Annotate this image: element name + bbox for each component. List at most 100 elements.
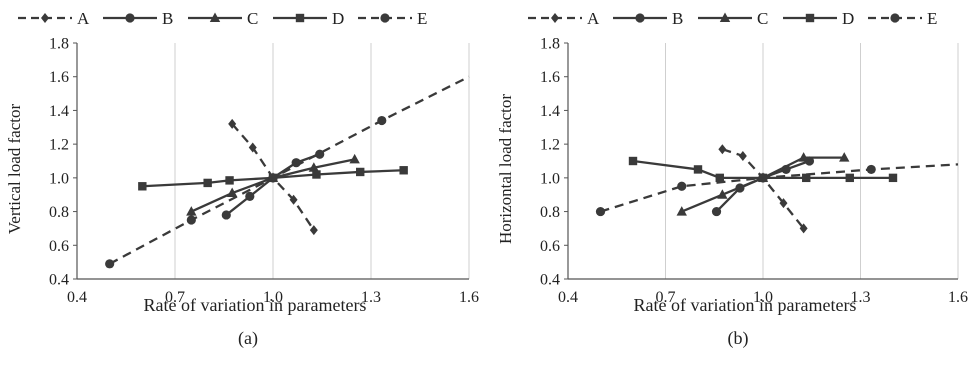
data-point xyxy=(105,259,115,269)
series-line-E xyxy=(109,75,470,265)
y-tick-label: 1.2 xyxy=(49,137,69,154)
series-E xyxy=(595,163,959,217)
data-point xyxy=(221,210,231,220)
legend-label: C xyxy=(247,9,258,28)
chart-panel-a: 0.4 0.6 0.8 1.0 1.2 1.4 1.6 1.8 0.4 0.7 1.0 1.3 1.6 R… xyxy=(5,9,479,349)
legend-marker xyxy=(635,13,645,23)
x-tick-label: 1.0 xyxy=(753,289,773,306)
legend-marker xyxy=(295,13,305,23)
legend-label: D xyxy=(842,9,854,28)
y-axis-label: Horizontal load factor xyxy=(496,94,515,244)
y-tick-label: 1.4 xyxy=(49,103,69,120)
legend-item-E: E xyxy=(868,9,937,28)
legend-item-C: C xyxy=(188,9,258,28)
data-point xyxy=(349,153,360,164)
y-tick-label: 0.8 xyxy=(540,204,560,221)
data-point xyxy=(228,118,237,129)
legend-label: B xyxy=(672,9,683,28)
x-tick-label: 0.7 xyxy=(165,289,185,306)
x-tick-label: 1.0 xyxy=(263,289,283,306)
legend-label: B xyxy=(162,9,173,28)
panel-label: (a) xyxy=(238,328,258,349)
legend-label: E xyxy=(927,9,937,28)
x-tick-label: 0.4 xyxy=(67,289,87,306)
data-point xyxy=(356,167,365,177)
y-tick-label: 1.4 xyxy=(540,103,560,120)
data-point xyxy=(226,187,238,198)
data-point xyxy=(268,173,278,183)
legend-marker xyxy=(551,13,559,23)
data-point xyxy=(309,225,318,236)
data-point xyxy=(248,142,257,153)
series-E xyxy=(105,75,470,269)
y-tick-label: 1.6 xyxy=(540,69,560,86)
data-point xyxy=(888,173,898,183)
data-point xyxy=(289,194,298,205)
data-point xyxy=(839,152,850,162)
data-point xyxy=(738,150,747,161)
data-point xyxy=(693,165,703,174)
data-point xyxy=(203,178,212,188)
legend-item-C: C xyxy=(698,9,768,28)
legend-marker xyxy=(719,12,731,22)
data-point xyxy=(308,162,320,172)
data-point xyxy=(186,215,196,225)
legend-marker xyxy=(125,13,135,23)
data-point xyxy=(138,182,147,191)
data-point xyxy=(225,176,234,185)
data-point xyxy=(377,115,387,126)
legend-label: A xyxy=(77,9,90,28)
x-tick-label: 1.6 xyxy=(948,289,968,306)
y-tick-label: 1.0 xyxy=(49,170,69,187)
legend: A B C D E xyxy=(528,9,937,28)
data-point xyxy=(186,206,197,216)
y-tick-label: 0.6 xyxy=(540,238,560,255)
data-point xyxy=(866,164,876,175)
legend-marker xyxy=(890,13,900,23)
data-point xyxy=(628,156,638,166)
legend-item-B: B xyxy=(613,9,683,28)
legend-item-D: D xyxy=(273,9,344,28)
panel-label: (b) xyxy=(728,328,749,349)
data-point xyxy=(245,191,255,201)
data-point xyxy=(711,206,722,217)
y-tick-label: 1.8 xyxy=(49,36,69,53)
legend: A B C D E xyxy=(18,9,427,28)
legend-label: C xyxy=(757,9,768,28)
legend-label: D xyxy=(332,9,344,28)
y-tick-label: 0.4 xyxy=(540,272,560,289)
legend-item-A: A xyxy=(18,9,90,28)
data-point xyxy=(399,166,408,175)
legend-marker xyxy=(805,13,815,23)
x-axis-label: Rate of variation in parameters xyxy=(144,295,367,315)
legend-label: A xyxy=(587,9,600,28)
y-tick-label: 1.6 xyxy=(49,69,69,86)
data-point xyxy=(312,170,321,179)
y-tick-label: 1.0 xyxy=(540,170,560,187)
y-axis-label: Vertical load factor xyxy=(5,104,24,235)
x-tick-label: 0.4 xyxy=(558,289,578,306)
x-tick-label: 0.7 xyxy=(656,289,676,306)
legend-label: E xyxy=(417,9,427,28)
y-tick-label: 1.8 xyxy=(540,36,560,53)
data-point xyxy=(799,223,808,234)
legend-marker xyxy=(209,12,221,22)
data-point xyxy=(798,152,809,162)
x-tick-label: 1.3 xyxy=(851,289,871,306)
data-point xyxy=(779,198,788,209)
y-tick-label: 1.2 xyxy=(540,137,560,154)
data-point xyxy=(717,189,728,199)
legend-item-D: D xyxy=(783,9,854,28)
data-point xyxy=(595,206,606,217)
x-axis-label: Rate of variation in parameters xyxy=(634,295,857,315)
data-point xyxy=(676,206,687,216)
legend-item-E: E xyxy=(358,9,427,28)
y-tick-label: 0.6 xyxy=(49,238,69,255)
data-point xyxy=(758,173,768,183)
y-tick-label: 0.8 xyxy=(49,204,69,221)
data-point xyxy=(677,181,687,191)
legend-marker xyxy=(41,13,49,23)
legend-item-B: B xyxy=(103,9,173,28)
chart-panel-b: 0.4 0.6 0.8 1.0 1.2 1.4 1.6 1.8 0.4 0.7 1.0 1.3 1.6 R… xyxy=(496,9,968,349)
legend-marker xyxy=(380,13,390,23)
